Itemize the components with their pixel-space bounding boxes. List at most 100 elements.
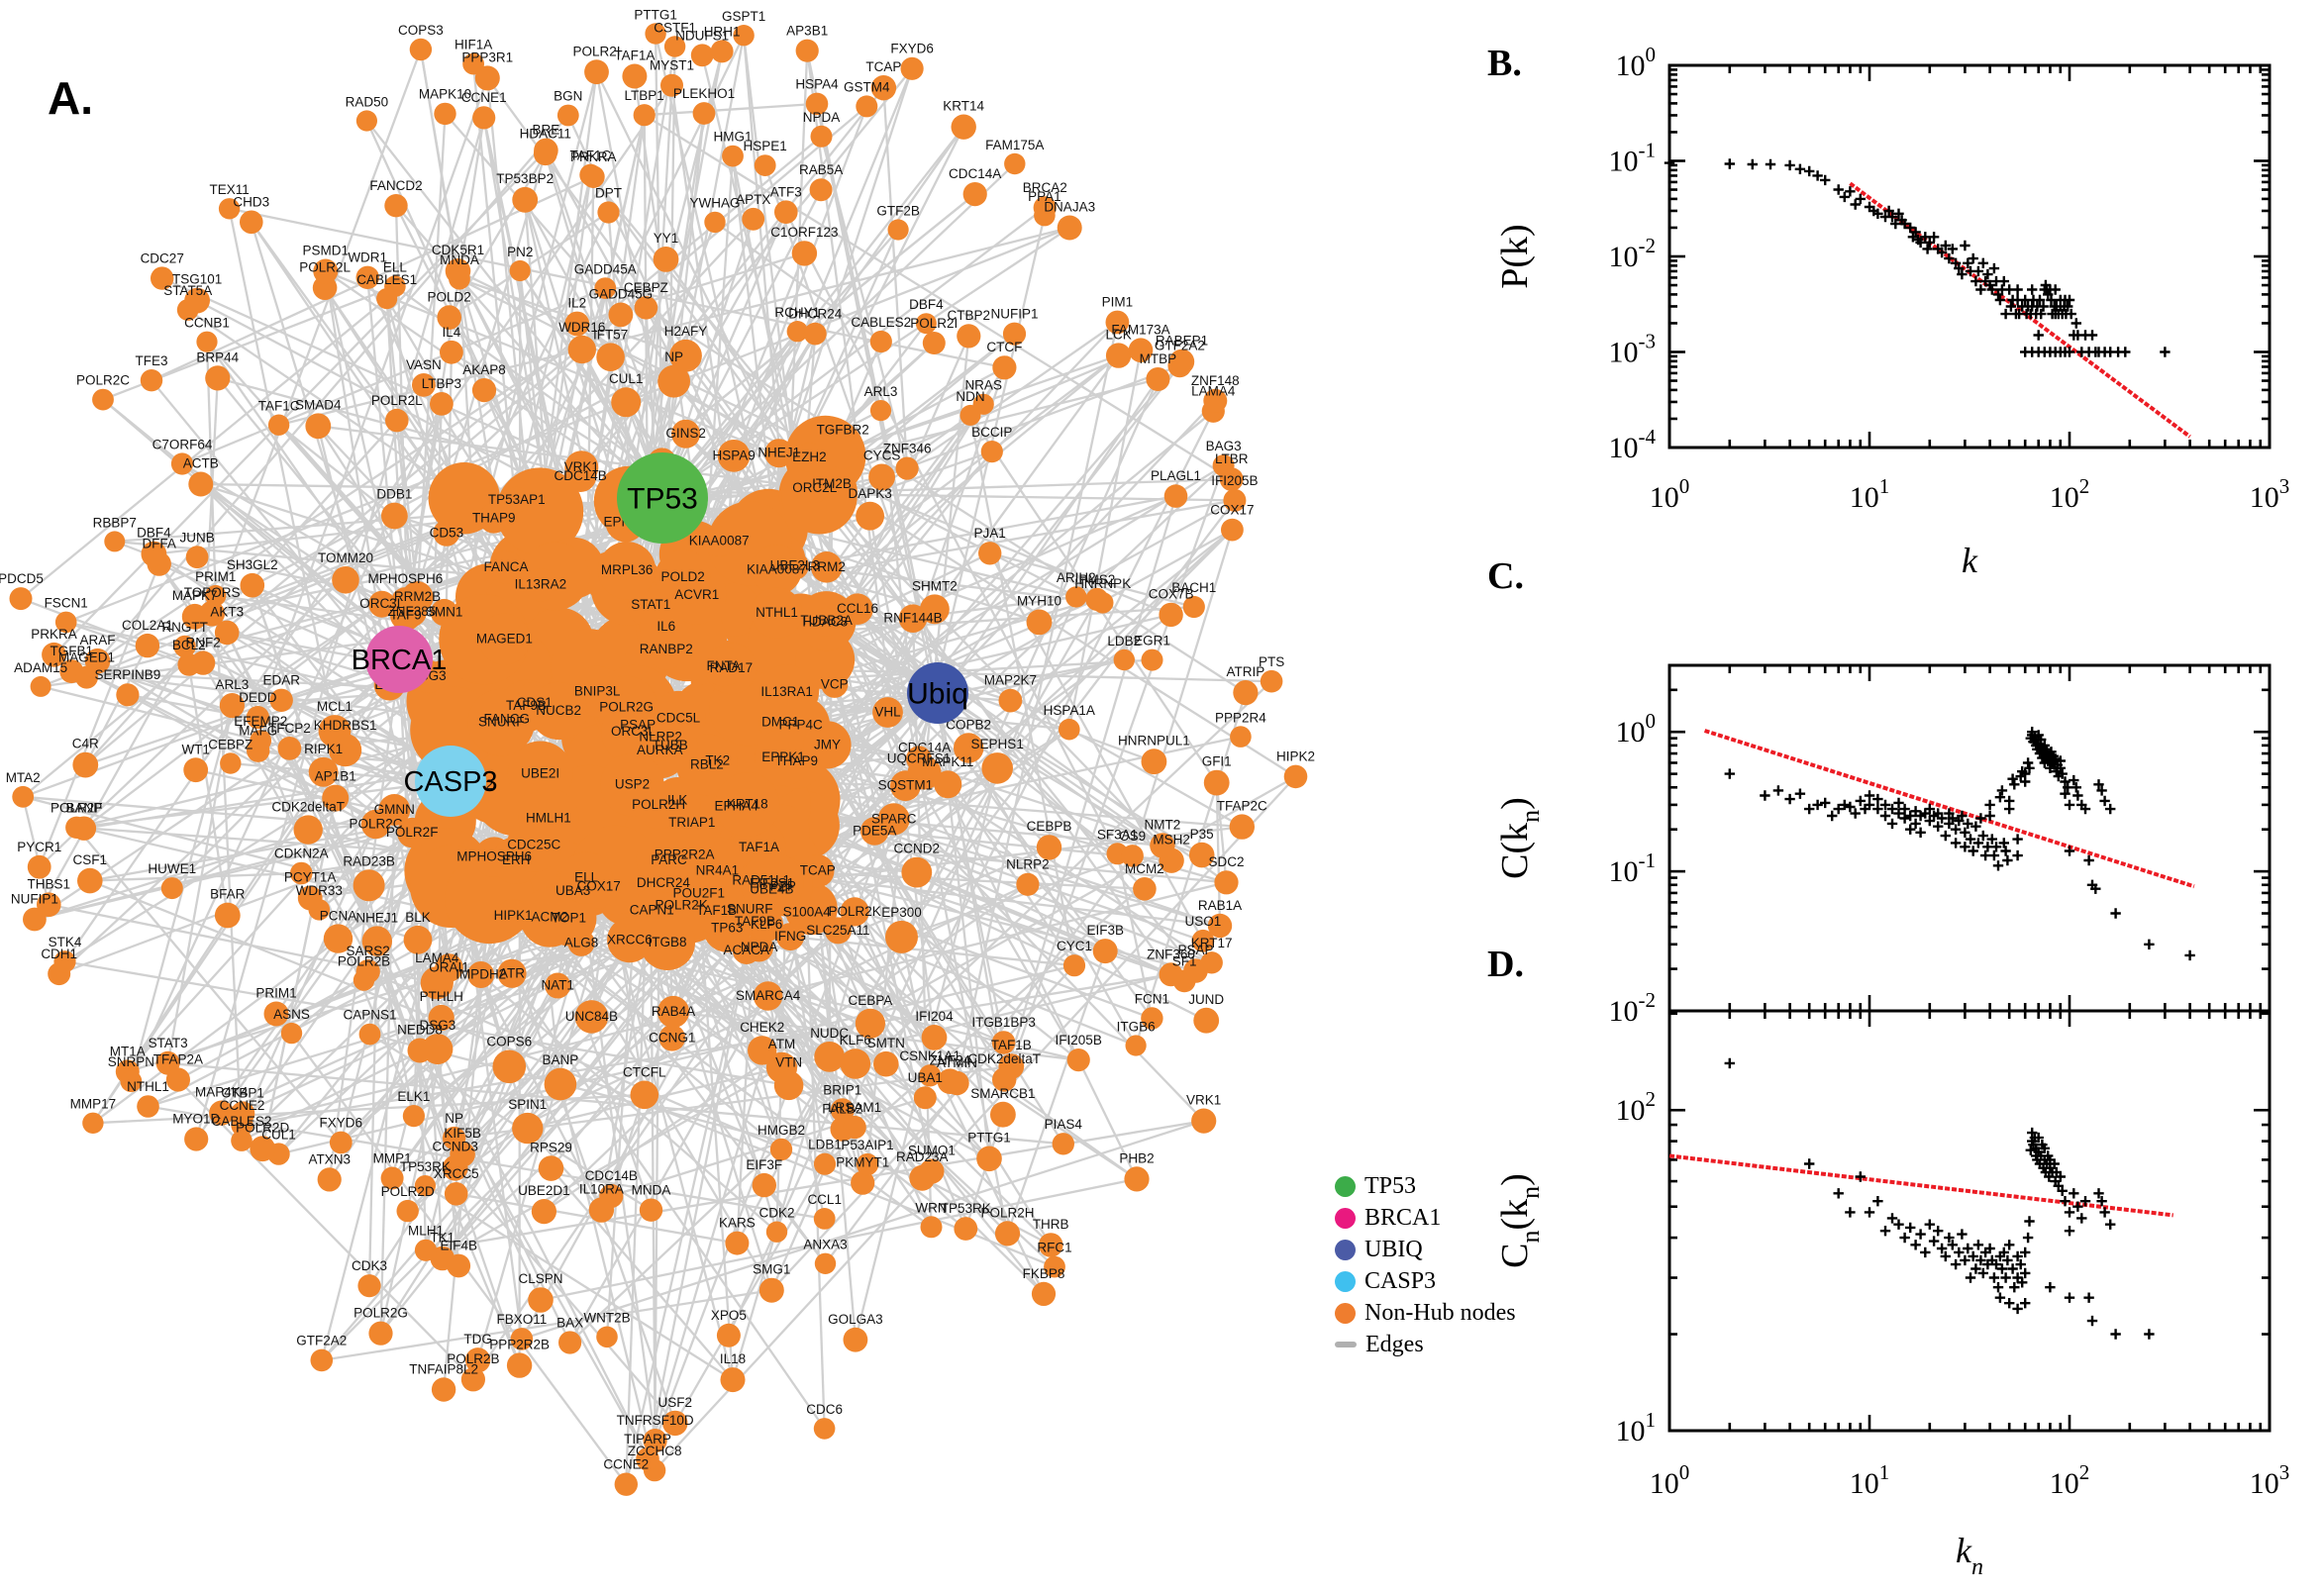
hub-nodes: TP53 BRCA1 Ubiq CASP3 — [352, 452, 968, 817]
node-label: SF1 — [1172, 954, 1197, 969]
hub-node-brca1 — [365, 626, 433, 693]
node-label: DMC1 — [761, 715, 799, 730]
network-node — [357, 1274, 381, 1298]
node-label: MAFG — [239, 724, 277, 739]
node-label: CDC25C — [507, 838, 560, 852]
tick-label: 101 — [1850, 1460, 1890, 1500]
node-label: DBF4 — [909, 297, 944, 312]
network-node — [722, 145, 744, 167]
network-node — [183, 757, 209, 783]
node-label: CDC14A — [898, 741, 951, 755]
node-label: GINS2 — [665, 426, 706, 441]
node-label: CSF1 — [73, 852, 108, 867]
network-node — [913, 1086, 937, 1110]
network-node — [608, 302, 634, 328]
node-label: SMARCB1 — [970, 1086, 1035, 1101]
network-node — [412, 373, 436, 397]
network-node — [1207, 913, 1233, 939]
network-node — [597, 542, 656, 600]
network-node — [534, 138, 558, 163]
network-edge — [419, 49, 459, 271]
node-label: COL2A1 — [122, 618, 173, 633]
node-label: WDR1 — [348, 250, 387, 265]
network-node — [530, 681, 588, 741]
network-node — [556, 104, 579, 127]
node-label: SMTN — [867, 1036, 905, 1050]
node-label: CHEK2 — [740, 1020, 784, 1035]
node-label: ZNF24 — [930, 1052, 971, 1067]
network-node — [636, 1447, 659, 1471]
node-label: LAMA4 — [415, 950, 459, 965]
network-node — [764, 439, 794, 468]
node-label: EP300 — [881, 905, 922, 920]
node-label: TUBB — [653, 738, 688, 752]
network-edge — [784, 211, 1119, 854]
node-label: POLD2 — [660, 569, 704, 584]
network-node — [870, 75, 897, 101]
network-node — [190, 650, 216, 675]
network-node — [1182, 595, 1205, 619]
network-node — [584, 59, 609, 85]
node-label: USP2 — [615, 777, 650, 792]
network-node — [639, 1198, 663, 1222]
node-label: RIPK1 — [304, 742, 343, 756]
axis-ticks — [1667, 665, 2272, 1013]
network-node — [868, 463, 895, 491]
node-label: SPARC — [871, 811, 917, 826]
network-edge — [714, 221, 882, 343]
network-node — [840, 1048, 871, 1079]
network-node — [1128, 338, 1154, 363]
network-edge — [868, 515, 1009, 1235]
node-label: ITGB1BP3 — [971, 1015, 1036, 1030]
network-node — [509, 259, 531, 282]
network-node — [1057, 215, 1082, 241]
node-label: SEPHS1 — [971, 737, 1024, 751]
network-node — [769, 1138, 793, 1161]
node-label: BCL2 — [172, 638, 206, 652]
network-node — [755, 729, 812, 786]
node-label: UBE2D1 — [518, 1183, 570, 1198]
node-label: MCM2 — [1125, 861, 1164, 876]
network-node — [120, 1070, 143, 1093]
node-label: CUL1 — [609, 371, 644, 386]
network-node — [596, 1326, 618, 1348]
axis-ticks — [1667, 1011, 2272, 1433]
network-node — [1233, 680, 1259, 706]
network-node — [214, 902, 241, 929]
plot-frame — [1667, 1009, 2272, 1433]
node-label: ADAM15 — [14, 660, 67, 675]
node-label: IFI205B — [1211, 473, 1258, 488]
network-node — [1125, 1035, 1147, 1056]
network-node — [250, 1136, 276, 1162]
node-label: MPHOSPH6 — [456, 849, 532, 864]
node-label: JMY — [814, 737, 841, 751]
network-node — [951, 114, 976, 140]
node-label: MLH1 — [408, 1224, 444, 1239]
network-edge — [921, 1176, 1052, 1247]
node-label: LAMA4 — [1191, 384, 1236, 399]
axis-label: kn — [1956, 1531, 1983, 1580]
node-label: BNIP3L — [574, 683, 621, 698]
network-edge — [937, 400, 1217, 694]
node-label: KHDRBS1 — [314, 718, 377, 733]
network-node — [353, 869, 385, 902]
fit-line — [1668, 1153, 2173, 1218]
network-edge — [644, 114, 1233, 481]
network-node — [1163, 484, 1188, 508]
tick-label: 100 — [1616, 43, 1657, 82]
network-node — [240, 210, 263, 235]
network-node — [915, 313, 937, 335]
node-label: NUFIP1 — [11, 892, 58, 907]
node-label: P35 — [1190, 827, 1214, 842]
node-label: TP53RK — [400, 1159, 451, 1174]
node-label: RBBP7 — [93, 515, 137, 530]
node-label: NP — [445, 1111, 463, 1126]
node-label: MAP2K7 — [984, 673, 1037, 688]
network-edge — [385, 298, 444, 1259]
node-label: RAB5A — [799, 162, 843, 177]
network-node — [843, 1115, 866, 1140]
node-label: COX7B — [1149, 587, 1194, 602]
network-edge — [441, 927, 729, 1259]
node-label: CCNE2 — [220, 1098, 265, 1113]
